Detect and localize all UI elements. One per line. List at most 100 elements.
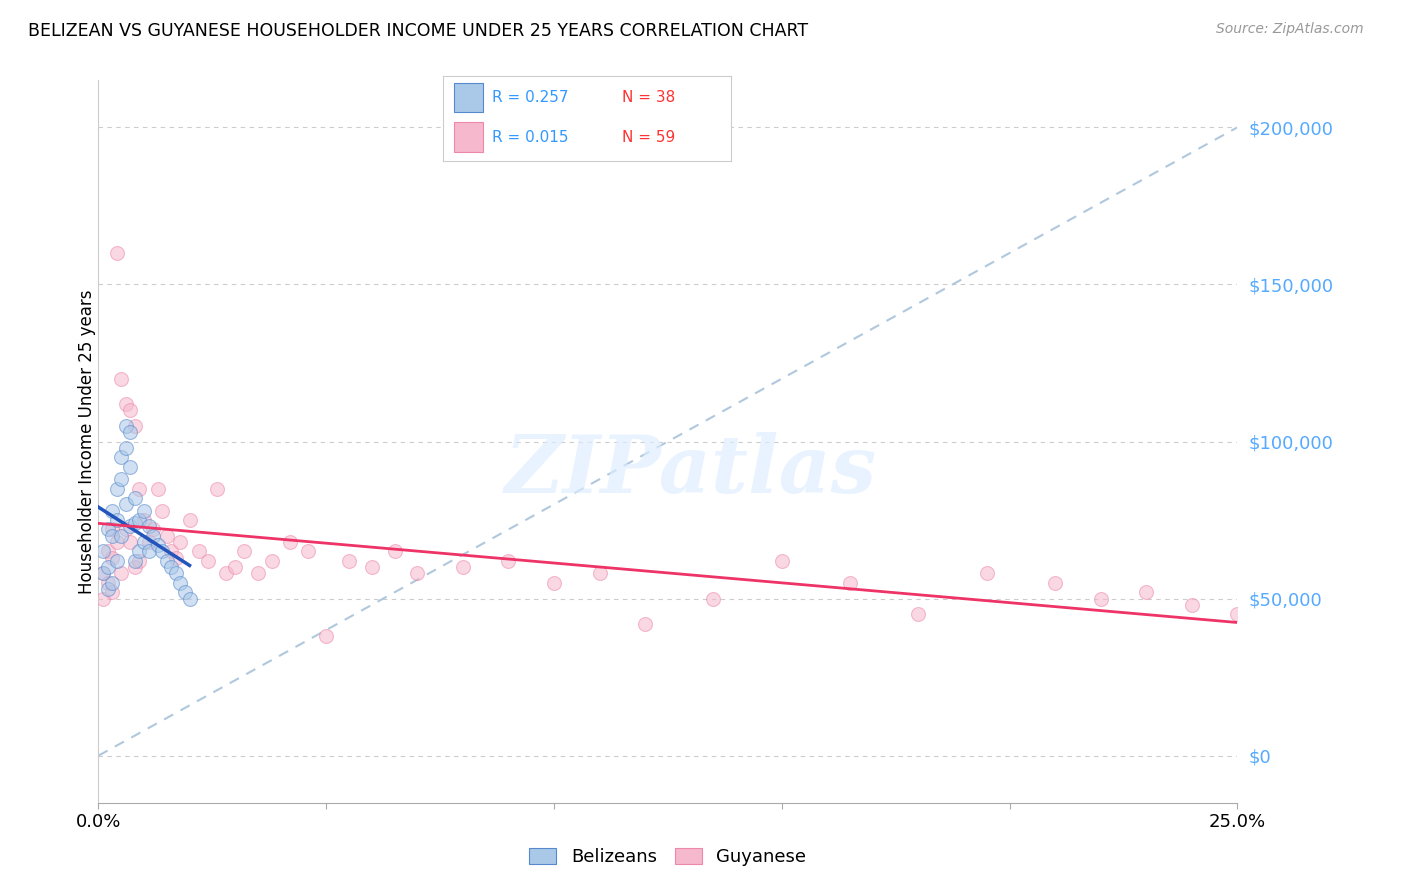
Point — [169, 535, 191, 549]
Point — [114, 418, 136, 433]
Point — [124, 554, 146, 568]
Point — [128, 482, 150, 496]
Point — [165, 566, 187, 581]
Point — [156, 529, 179, 543]
Point — [406, 566, 429, 581]
Point — [634, 616, 657, 631]
Point — [260, 554, 283, 568]
Point — [179, 513, 201, 527]
Point — [120, 459, 142, 474]
Point — [150, 503, 173, 517]
Text: R = 0.257: R = 0.257 — [492, 90, 568, 105]
Point — [120, 535, 142, 549]
Point — [160, 544, 183, 558]
Point — [224, 560, 246, 574]
Text: R = 0.015: R = 0.015 — [492, 129, 568, 145]
Point — [110, 472, 132, 486]
Point — [101, 529, 124, 543]
Point — [146, 482, 169, 496]
Bar — [454, 122, 484, 152]
Point — [205, 482, 228, 496]
Point — [1226, 607, 1249, 622]
Point — [315, 629, 337, 643]
Point — [146, 538, 169, 552]
Point — [160, 560, 183, 574]
Point — [105, 482, 128, 496]
Point — [142, 523, 165, 537]
Point — [187, 544, 209, 558]
Legend: Belizeans, Guyanese: Belizeans, Guyanese — [522, 840, 814, 873]
Point — [124, 418, 146, 433]
Point — [150, 544, 173, 558]
Point — [124, 491, 146, 505]
Point — [96, 523, 118, 537]
Point — [91, 566, 114, 581]
Point — [1135, 585, 1157, 599]
Text: BELIZEAN VS GUYANESE HOUSEHOLDER INCOME UNDER 25 YEARS CORRELATION CHART: BELIZEAN VS GUYANESE HOUSEHOLDER INCOME … — [28, 22, 808, 40]
Point — [124, 516, 146, 531]
Point — [215, 566, 238, 581]
Point — [278, 535, 301, 549]
Point — [101, 575, 124, 590]
Point — [96, 560, 118, 574]
Point — [179, 591, 201, 606]
Point — [101, 503, 124, 517]
Point — [132, 535, 155, 549]
Point — [543, 575, 565, 590]
Point — [132, 513, 155, 527]
Point — [451, 560, 474, 574]
Point — [297, 544, 319, 558]
Point — [105, 513, 128, 527]
Point — [114, 497, 136, 511]
Point — [91, 566, 114, 581]
Point — [110, 450, 132, 465]
Point — [105, 535, 128, 549]
Point — [976, 566, 998, 581]
Text: ZIPatlas: ZIPatlas — [505, 432, 877, 509]
Point — [138, 535, 160, 549]
Point — [120, 403, 142, 417]
Point — [156, 554, 179, 568]
Point — [839, 575, 862, 590]
Point — [124, 560, 146, 574]
Point — [174, 585, 197, 599]
Point — [702, 591, 724, 606]
Point — [360, 560, 382, 574]
Point — [384, 544, 406, 558]
Point — [101, 523, 124, 537]
Point — [110, 566, 132, 581]
Point — [91, 544, 114, 558]
Point — [120, 425, 142, 439]
Point — [138, 519, 160, 533]
Point — [96, 575, 118, 590]
Text: N = 59: N = 59 — [621, 129, 675, 145]
Bar — [454, 83, 484, 112]
Point — [770, 554, 793, 568]
Point — [101, 550, 124, 565]
Y-axis label: Householder Income Under 25 years: Householder Income Under 25 years — [79, 289, 96, 594]
Point — [105, 554, 128, 568]
Point — [1090, 591, 1112, 606]
Point — [128, 554, 150, 568]
Point — [907, 607, 929, 622]
Point — [128, 544, 150, 558]
Point — [132, 503, 155, 517]
Point — [169, 575, 191, 590]
Point — [1043, 575, 1066, 590]
Point — [337, 554, 360, 568]
Point — [142, 529, 165, 543]
Point — [128, 513, 150, 527]
Point — [96, 582, 118, 597]
Point — [138, 544, 160, 558]
Point — [105, 246, 128, 260]
Point — [110, 529, 132, 543]
Point — [246, 566, 269, 581]
Text: Source: ZipAtlas.com: Source: ZipAtlas.com — [1216, 22, 1364, 37]
Point — [114, 523, 136, 537]
Point — [96, 544, 118, 558]
Point — [588, 566, 610, 581]
Point — [110, 372, 132, 386]
Point — [101, 585, 124, 599]
Point — [91, 591, 114, 606]
Point — [114, 441, 136, 455]
